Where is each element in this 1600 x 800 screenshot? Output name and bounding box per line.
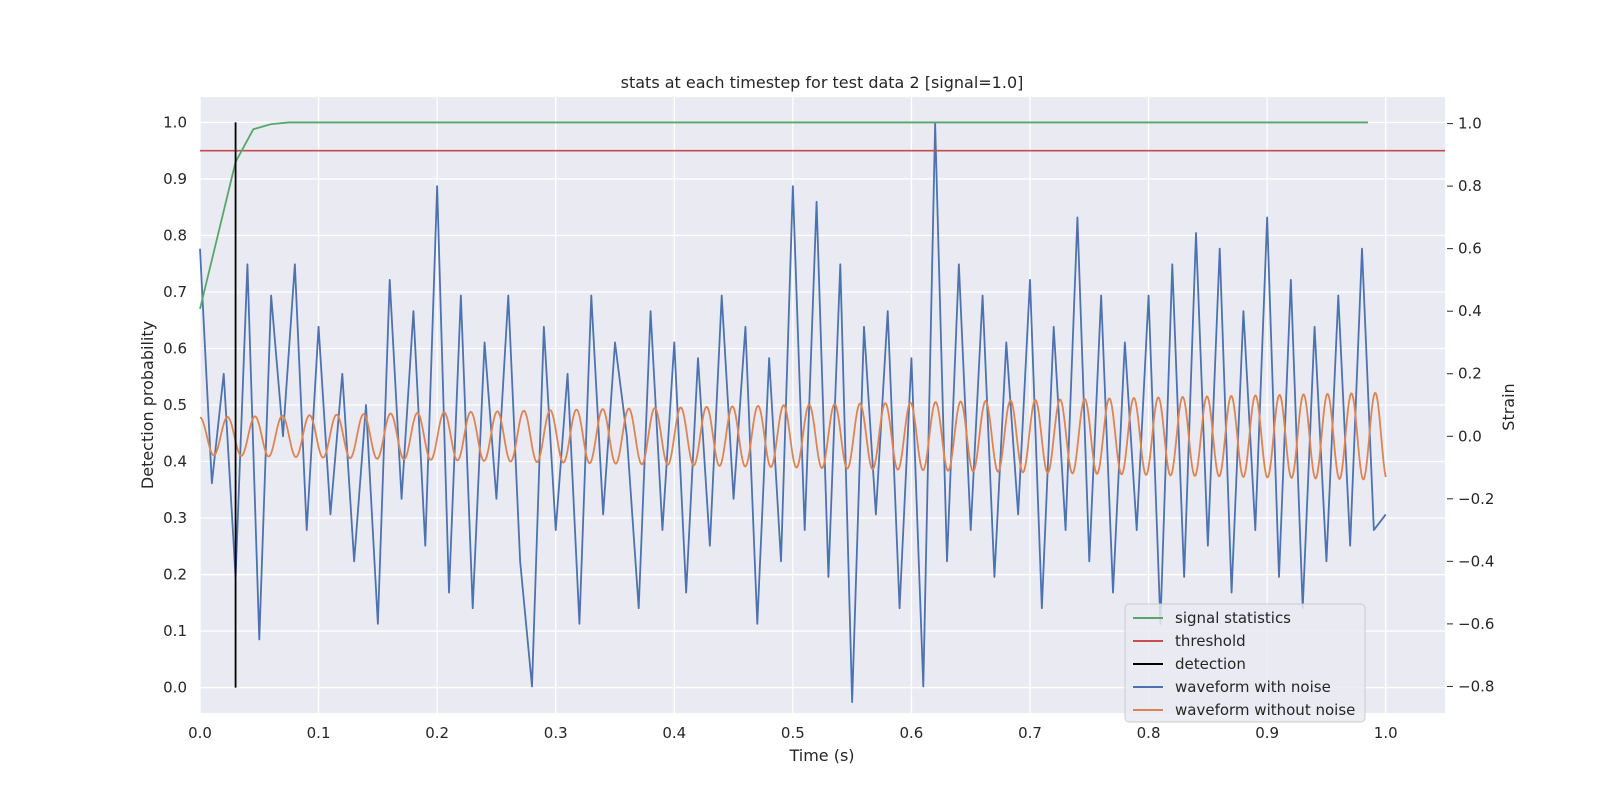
y-left-tick-label: 0.5: [163, 396, 187, 414]
legend-label: waveform with noise: [1175, 678, 1331, 696]
x-tick-label: 0.5: [781, 724, 805, 742]
y-left-tick-labels: 0.0 0.1 0.2 0.3 0.4 0.5 0.6 0.7 0.8 0.9 1.0: [163, 113, 187, 696]
legend: signal statistics threshold detection wavef…: [1124, 603, 1366, 723]
y-axis-label-right: Strain: [1499, 383, 1518, 430]
legend-label: detection: [1175, 655, 1246, 673]
x-tick-label: 0.4: [662, 724, 686, 742]
y-right-tick-label: 1.0: [1458, 115, 1482, 133]
x-tick-labels: 0.0 0.1 0.2 0.3 0.4 0.5 0.6 0.7 0.8 0.9 1.0: [188, 724, 1398, 742]
y-right-tick-labels: −0.8 −0.6 −0.4 −0.2 0.0 0.2 0.4 0.6 0.8 1.0: [1447, 115, 1494, 695]
y-left-tick-label: 1.0: [163, 113, 187, 131]
y-right-tick-label: 0.6: [1458, 240, 1482, 258]
legend-label: threshold: [1175, 632, 1246, 650]
x-tick-label: 0.1: [307, 724, 331, 742]
waveform-without-noise-line: [199, 392, 1387, 481]
y-left-tick-label: 0.1: [163, 622, 187, 640]
y-right-tick-label: 0.2: [1458, 365, 1482, 383]
legend-entries: signal statistics threshold detection wavef…: [1133, 609, 1355, 719]
x-tick-label: 1.0: [1374, 724, 1398, 742]
legend-label: signal statistics: [1175, 609, 1291, 627]
legend-frame: [1124, 603, 1366, 723]
chart-title: stats at each timestep for test data 2 […: [621, 73, 1024, 92]
x-tick-label: 0.6: [899, 724, 923, 742]
signal-statistics-line: [199, 121, 1368, 310]
y-right-tick-label: −0.2: [1458, 490, 1494, 508]
y-left-tick-label: 0.6: [163, 339, 187, 357]
y-axis-label-left: Detection probability: [138, 321, 157, 489]
x-tick-label: 0.0: [188, 724, 212, 742]
y-left-tick-label: 0.3: [163, 509, 187, 527]
y-right-tick-label: −0.6: [1458, 615, 1494, 633]
y-right-tick-label: 0.4: [1458, 302, 1482, 320]
x-tick-label: 0.9: [1255, 724, 1279, 742]
y-right-tick-label: 0.8: [1458, 177, 1482, 195]
y-left-tick-label: 0.0: [163, 679, 187, 697]
y-left-tick-label: 0.8: [163, 226, 187, 244]
y-left-tick-label: 0.7: [163, 283, 187, 301]
y-left-tick-label: 0.4: [163, 453, 187, 471]
y-right-tick-label: 0.0: [1458, 427, 1482, 445]
legend-label: waveform without noise: [1175, 701, 1355, 719]
y-left-tick-label: 0.2: [163, 566, 187, 584]
waveform-with-noise-line: [199, 122, 1387, 703]
series-layer: [199, 121, 1445, 703]
x-tick-label: 0.3: [544, 724, 568, 742]
y-left-tick-label: 0.9: [163, 170, 187, 188]
y-right-tick-label: −0.8: [1458, 677, 1494, 695]
x-tick-label: 0.2: [425, 724, 449, 742]
y-right-tick-label: −0.4: [1458, 552, 1494, 570]
x-axis-label: Time (s): [788, 746, 854, 765]
x-tick-label: 0.7: [1018, 724, 1042, 742]
x-tick-label: 0.8: [1137, 724, 1161, 742]
